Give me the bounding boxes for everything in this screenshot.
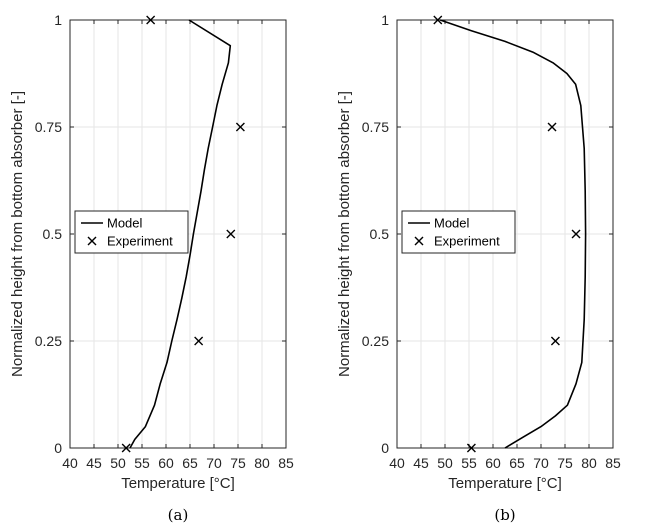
legend-label: Experiment	[434, 234, 500, 249]
x-tick-label: 85	[278, 455, 294, 471]
x-tick-label: 80	[581, 455, 597, 471]
y-tick-label: 1	[54, 12, 62, 28]
x-tick-label: 70	[206, 455, 222, 471]
legend-label: Experiment	[107, 234, 173, 249]
y-tick-label: 0.25	[35, 333, 62, 349]
legend-label: Model	[107, 216, 143, 231]
y-tick-label: 0.75	[362, 119, 389, 135]
experiment-marker	[466, 443, 476, 453]
legend-marker-swatch	[414, 236, 424, 246]
y-axis-label: Normalized height from bottom absorber […	[9, 91, 26, 377]
x-axis-label: Temperature [°C]	[121, 475, 235, 492]
y-axis-label: Normalized height from bottom absorber […	[336, 91, 353, 377]
legend: Model Experiment	[74, 210, 189, 254]
experiment-marker	[146, 15, 156, 25]
x-tick-label: 55	[134, 455, 150, 471]
panel-b: 40 45 50 55 60 65 70 75 80 85 0 0.25 0.5 0.75 1 Tempera…	[336, 12, 621, 524]
x-tick-label: 75	[557, 455, 573, 471]
x-tick-label: 45	[86, 455, 102, 471]
legend-marker-swatch	[87, 236, 97, 246]
x-tick-label: 65	[182, 455, 198, 471]
x-tick-label: 45	[413, 455, 429, 471]
experiment-marker	[571, 229, 581, 239]
panel-caption: (a)	[168, 506, 189, 524]
legend-label: Model	[434, 216, 470, 231]
y-tick-label: 0.75	[35, 119, 62, 135]
y-tick-label: 0.5	[370, 226, 390, 242]
experiment-marker	[121, 443, 131, 453]
experiment-marker	[194, 336, 204, 346]
x-tick-label: 40	[62, 455, 78, 471]
experiment-marker	[226, 229, 236, 239]
experiment-marker	[235, 122, 245, 132]
model-line	[439, 19, 587, 449]
x-tick-label: 65	[509, 455, 525, 471]
panel-a: 40 45 50 55 60 65 70 75 80 85 0 0.25 0.5 0.75 1 Tempera…	[9, 12, 294, 524]
x-tick-label: 50	[437, 455, 453, 471]
experiment-marker	[550, 336, 560, 346]
legend: Model Experiment	[401, 210, 516, 254]
x-tick-label: 50	[110, 455, 126, 471]
y-tick-label: 0.5	[43, 226, 63, 242]
panel-caption: (b)	[494, 506, 515, 524]
experiment-marker	[433, 15, 443, 25]
x-tick-label: 40	[389, 455, 405, 471]
x-tick-label: 70	[533, 455, 549, 471]
x-tick-label: 75	[230, 455, 246, 471]
x-tick-label: 85	[605, 455, 621, 471]
y-tick-label: 0.25	[362, 333, 389, 349]
y-tick-label: 1	[381, 12, 389, 28]
x-tick-label: 55	[461, 455, 477, 471]
x-axis-label: Temperature [°C]	[448, 475, 562, 492]
legend-box	[74, 210, 189, 254]
experiment-marker	[547, 122, 557, 132]
legend-box	[401, 210, 516, 254]
y-tick-label: 0	[381, 440, 389, 456]
x-tick-label: 60	[485, 455, 501, 471]
y-tick-label: 0	[54, 440, 62, 456]
model-line	[129, 19, 232, 449]
x-tick-label: 80	[254, 455, 270, 471]
x-tick-label: 60	[158, 455, 174, 471]
